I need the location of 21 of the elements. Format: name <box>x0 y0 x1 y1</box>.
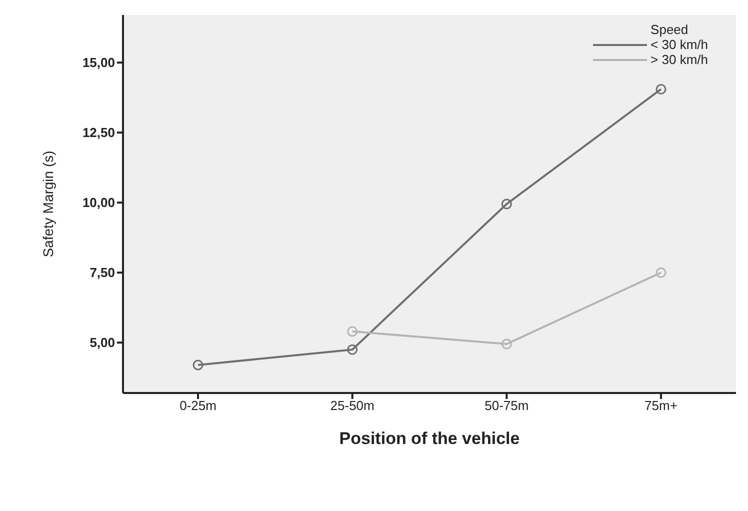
x-axis-title: Position of the vehicle <box>339 429 520 448</box>
point <box>501 338 512 350</box>
point <box>656 84 666 94</box>
point <box>347 344 358 355</box>
x-tick-label: 75m+ <box>644 398 678 414</box>
y-tick-label: 10,00 <box>82 195 115 210</box>
point <box>501 198 512 210</box>
point <box>192 360 204 370</box>
y-tick-label: 15,00 <box>82 55 115 70</box>
y-tick-label: 12,50 <box>82 125 115 140</box>
y-tick-label: 7,50 <box>90 265 115 280</box>
point <box>347 326 358 337</box>
x-tick-label: 0-25m <box>180 398 216 414</box>
legend-title: Speed <box>650 22 690 37</box>
x-tick-label: 50-75m <box>484 398 529 414</box>
y-tick-label: 5,00 <box>90 335 115 350</box>
legend-label: < 30 km/h <box>650 37 708 52</box>
point <box>656 267 666 278</box>
y-axis-title: Safety Margin (s) <box>40 150 56 258</box>
x-tick-label: 25-50m <box>330 398 374 414</box>
legend-label: > 30 km/h <box>650 52 708 67</box>
